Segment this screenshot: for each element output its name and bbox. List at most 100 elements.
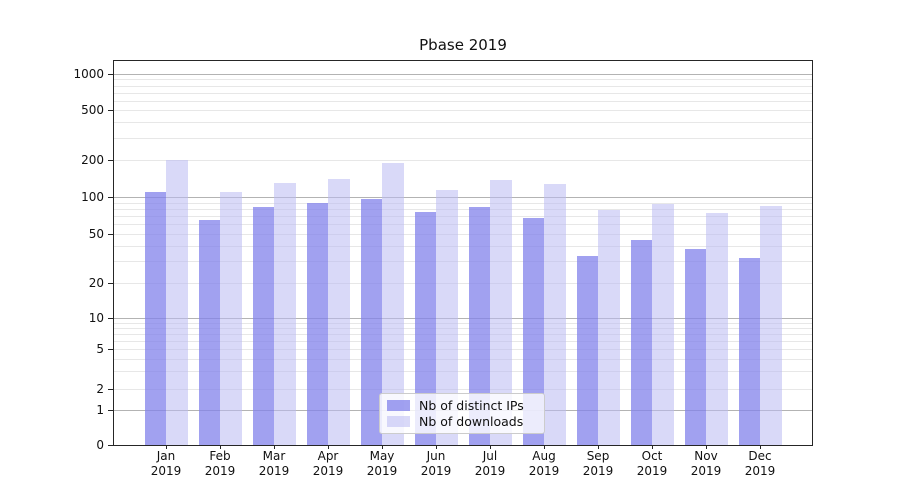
y-gridline-minor-9 [114, 322, 812, 324]
y-tick-label-500: 500 [81, 103, 104, 117]
bar-downloads-jun [436, 190, 458, 445]
y-tick-500 [108, 110, 113, 111]
x-tick-label-10: Nov 2019 [690, 449, 722, 478]
bar-ips-may [360, 198, 382, 445]
y-gridline-minor-60 [114, 224, 812, 226]
y-tick-label-5: 5 [96, 342, 104, 356]
x-tick-label-2: Mar 2019 [258, 449, 290, 478]
y-tick-5 [108, 349, 113, 350]
bar-downloads-nov [706, 213, 728, 445]
y-tick-10 [108, 318, 113, 319]
y-gridline-minor-30 [114, 261, 812, 263]
bar-downloads-jul [490, 180, 512, 445]
y-gridline-major-1000 [114, 74, 812, 75]
y-tick-label-20: 20 [88, 276, 104, 290]
bar-ips-mar [252, 206, 274, 445]
x-tick-label-7: Aug 2019 [528, 449, 560, 478]
y-gridline-minor-2 [114, 389, 812, 390]
y-gridline-minor-5 [114, 349, 812, 350]
y-gridline-minor-800 [114, 85, 812, 87]
y-tick-label-50: 50 [88, 227, 104, 241]
y-tick-label-1: 1 [96, 403, 104, 417]
x-tick-1 [220, 445, 221, 449]
x-tick-label-11: Dec 2019 [744, 449, 776, 478]
y-tick-0 [108, 445, 113, 446]
bar-ips-apr [306, 202, 328, 445]
bar-ips-jun [414, 212, 436, 445]
y-tick-1 [108, 410, 113, 411]
y-tick-label-10: 10 [88, 311, 104, 325]
bar-ips-dec [738, 257, 760, 445]
y-tick-2 [108, 389, 113, 390]
x-tick-0 [166, 445, 167, 449]
x-tick-label-3: Apr 2019 [312, 449, 344, 478]
y-gridline-minor-600 [114, 100, 812, 102]
legend-swatch-distinct-ips [387, 399, 410, 411]
legend-label-downloads: Nb of downloads [419, 414, 524, 430]
y-tick-20 [108, 283, 113, 284]
x-tick-label-1: Feb 2019 [204, 449, 236, 478]
bar-downloads-jan [166, 160, 188, 445]
bar-ips-nov [684, 248, 706, 445]
bar-downloads-sep [598, 210, 620, 445]
y-gridline-minor-900 [114, 79, 812, 81]
legend-label-distinct-ips: Nb of distinct IPs [419, 397, 524, 413]
bar-ips-feb [198, 219, 220, 445]
legend-item-distinct-ips: Nb of distinct IPs [387, 398, 537, 413]
y-gridline-minor-7 [114, 333, 812, 335]
y-gridline-major-100 [114, 197, 812, 198]
y-gridline-minor-200 [114, 160, 812, 161]
y-gridline-minor-70 [114, 216, 812, 218]
x-tick-11 [760, 445, 761, 449]
x-tick-10 [706, 445, 707, 449]
bar-ips-aug [522, 218, 544, 445]
y-tick-label-0: 0 [96, 438, 104, 452]
x-tick-4 [382, 445, 383, 449]
x-tick-7 [544, 445, 545, 449]
legend-item-downloads: Nb of downloads [387, 414, 537, 429]
chart-title: Pbase 2019 [419, 36, 507, 54]
y-tick-100 [108, 197, 113, 198]
y-gridline-minor-40 [114, 245, 812, 247]
x-tick-label-9: Oct 2019 [636, 449, 668, 478]
y-gridline-minor-50 [114, 234, 812, 235]
y-gridline-major-10 [114, 318, 812, 319]
x-tick-label-8: Sep 2019 [582, 449, 614, 478]
y-tick-label-100: 100 [81, 190, 104, 204]
x-tick-label-5: Jun 2019 [420, 449, 452, 478]
bar-downloads-oct [652, 203, 674, 445]
y-gridline-minor-700 [114, 92, 812, 94]
bar-downloads-mar [274, 182, 296, 445]
y-gridline-minor-400 [114, 122, 812, 124]
y-gridline-minor-6 [114, 340, 812, 342]
bar-downloads-apr [328, 179, 350, 445]
y-tick-label-200: 200 [81, 153, 104, 167]
x-tick-8 [598, 445, 599, 449]
bar-ips-oct [630, 239, 652, 445]
y-gridline-minor-4 [114, 358, 812, 360]
y-tick-50 [108, 234, 113, 235]
plot-area: Nb of distinct IPs Nb of downloads [113, 60, 813, 446]
legend: Nb of distinct IPs Nb of downloads [379, 393, 545, 434]
y-gridline-minor-80 [114, 208, 812, 210]
x-tick-9 [652, 445, 653, 449]
y-gridline-minor-8 [114, 327, 812, 329]
x-tick-6 [490, 445, 491, 449]
x-tick-3 [328, 445, 329, 449]
y-tick-1000 [108, 74, 113, 75]
bar-downloads-feb [220, 191, 242, 445]
x-tick-label-0: Jan 2019 [150, 449, 182, 478]
bar-ips-sep [576, 256, 598, 445]
bar-ips-jan [144, 191, 166, 445]
y-tick-200 [108, 160, 113, 161]
x-tick-5 [436, 445, 437, 449]
y-gridline-minor-300 [114, 137, 812, 139]
x-tick-label-4: May 2019 [366, 449, 398, 478]
y-tick-label-2: 2 [96, 382, 104, 396]
bar-downloads-dec [760, 206, 782, 445]
y-gridline-minor-20 [114, 283, 812, 284]
y-gridline-minor-500 [114, 110, 812, 111]
bar-downloads-may [382, 162, 404, 445]
y-gridline-minor-3 [114, 371, 812, 373]
